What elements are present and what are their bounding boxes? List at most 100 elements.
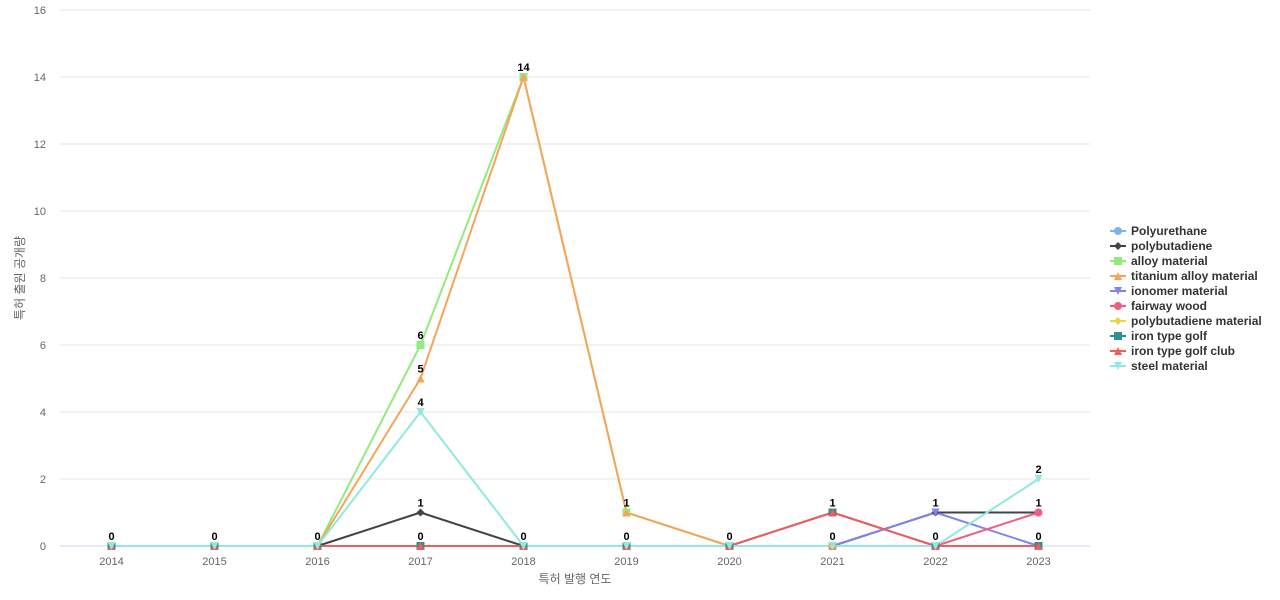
legend-item[interactable]: titanium alloy material	[1110, 269, 1258, 283]
data-point	[828, 542, 837, 550]
legend-label: ionomer material	[1131, 284, 1228, 298]
series-line	[111, 76, 1039, 547]
x-tick-label: 2022	[923, 556, 947, 568]
x-tick-label: 2021	[820, 556, 844, 568]
data-point	[416, 542, 425, 550]
data-label: 0	[932, 531, 938, 543]
legend-item[interactable]: steel material	[1110, 359, 1208, 373]
data-point	[725, 542, 734, 550]
y-tick-label: 10	[34, 206, 46, 218]
data-point	[931, 508, 940, 517]
data-labels: 0 0 0 6 5 4 1 0 14 0 1 0 0 1 0 1 0 2 1 0	[108, 62, 1041, 543]
data-label: 0	[1035, 531, 1041, 543]
legend-label: iron type golf club	[1131, 344, 1235, 358]
x-tick-label: 2019	[614, 556, 638, 568]
gridlines	[60, 9, 1090, 547]
legend-item[interactable]: polybutadiene	[1110, 239, 1213, 253]
data-point	[313, 542, 322, 550]
data-point	[622, 542, 631, 550]
y-tick-label: 14	[34, 72, 46, 84]
data-label: 0	[211, 531, 217, 543]
data-label: 0	[314, 531, 320, 543]
legend-marker	[1114, 332, 1122, 340]
legend-marker	[1114, 227, 1122, 235]
y-tick-label: 6	[40, 340, 46, 352]
series-line	[111, 511, 1039, 547]
data-point	[416, 408, 425, 416]
data-label: 0	[623, 531, 629, 543]
series-line	[111, 411, 1040, 547]
data-label: 1	[1035, 498, 1041, 510]
data-point	[416, 508, 425, 517]
legend-marker	[1114, 362, 1122, 370]
x-axis-ticks: 2014 2015 2016 2017 2018 2019 2020 2021 2022 2023	[99, 556, 1050, 568]
data-label: 14	[517, 62, 530, 74]
legend-item[interactable]: alloy material	[1110, 254, 1208, 268]
data-label: 0	[726, 531, 732, 543]
legend-item[interactable]: ionomer material	[1110, 284, 1228, 298]
data-label: 6	[417, 330, 423, 342]
x-tick-label: 2020	[717, 556, 741, 568]
series-line	[111, 76, 1039, 547]
y-tick-label: 16	[34, 5, 46, 17]
series-line	[111, 511, 1039, 547]
legend-item[interactable]: polybutadiene material	[1110, 314, 1262, 328]
data-label: 1	[829, 498, 835, 510]
data-label: 1	[417, 498, 423, 510]
y-tick-label: 2	[40, 474, 46, 486]
series-line	[111, 511, 1039, 547]
data-point	[416, 341, 425, 349]
data-label: 0	[108, 531, 114, 543]
data-label: 2	[1035, 464, 1041, 476]
legend-marker	[1114, 347, 1122, 355]
legend-item[interactable]: Polyurethane	[1110, 224, 1207, 238]
data-point	[210, 542, 219, 550]
legend-label: fairway wood	[1131, 299, 1207, 313]
data-point	[107, 542, 116, 550]
legend-label: iron type golf	[1131, 329, 1208, 343]
series-line	[111, 511, 1039, 547]
data-point	[1034, 508, 1043, 517]
data-point	[1034, 475, 1043, 483]
data-label: 1	[623, 498, 629, 510]
y-axis-ticks: 0 2 4 6 8 10 12 14 16	[34, 5, 46, 553]
legend-label: polybutadiene material	[1131, 314, 1262, 328]
legend-marker	[1114, 272, 1122, 280]
data-label: 1	[932, 498, 938, 510]
y-tick-label: 8	[40, 273, 46, 285]
legend-label: alloy material	[1131, 254, 1208, 268]
data-label: 5	[417, 364, 423, 376]
series-lines	[111, 76, 1040, 547]
data-label: 0	[829, 531, 835, 543]
legend-label: Polyurethane	[1131, 224, 1207, 238]
x-tick-label: 2016	[305, 556, 329, 568]
legend-marker	[1114, 287, 1122, 295]
x-tick-label: 2023	[1026, 556, 1050, 568]
data-label: 0	[520, 531, 526, 543]
data-point	[828, 508, 837, 517]
y-tick-label: 12	[34, 139, 46, 151]
legend-marker	[1114, 302, 1122, 310]
data-label: 0	[417, 531, 423, 543]
legend-marker	[1114, 242, 1122, 250]
series-line	[111, 511, 1039, 547]
legend-item[interactable]: fairway wood	[1110, 299, 1207, 313]
x-tick-label: 2014	[99, 556, 123, 568]
data-point	[931, 542, 940, 550]
x-tick-label: 2015	[202, 556, 226, 568]
data-point	[1034, 542, 1043, 550]
data-point	[622, 508, 631, 517]
legend-label: steel material	[1131, 359, 1208, 373]
data-point	[519, 73, 528, 81]
legend-item[interactable]: iron type golf	[1110, 329, 1208, 343]
legend-marker	[1114, 317, 1122, 325]
x-axis-title: 특허 발행 연도	[539, 571, 612, 586]
x-tick-label: 2018	[511, 556, 535, 568]
legend-marker	[1114, 257, 1122, 265]
legend-item[interactable]: iron type golf club	[1110, 344, 1235, 358]
data-label: 4	[417, 397, 424, 409]
series-markers	[107, 73, 1043, 550]
x-tick-label: 2017	[408, 556, 432, 568]
